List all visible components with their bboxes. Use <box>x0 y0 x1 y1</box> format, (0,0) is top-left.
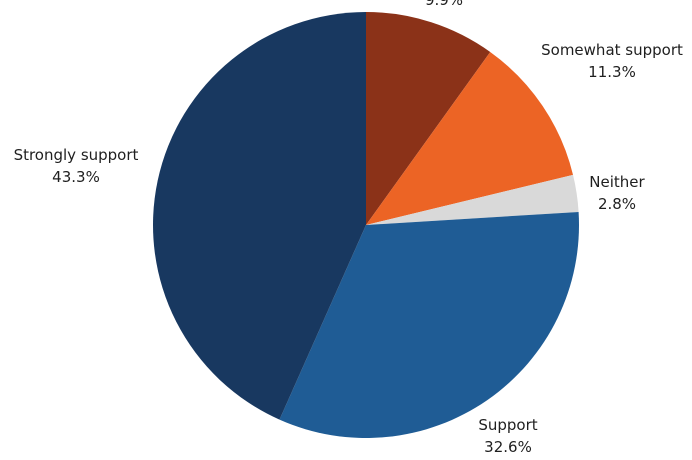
slice-value-2: 2.8% <box>598 195 636 213</box>
pie-slice-0 <box>366 12 491 225</box>
pie-slice-2 <box>366 174 579 225</box>
slice-value-3: 32.6% <box>484 438 532 456</box>
slice-label-4: Strongly support 43.3% <box>14 146 139 186</box>
pie-slice-1 <box>366 51 574 225</box>
slice-name-2: Neither <box>589 173 645 191</box>
slice-name-1: Somewhat support <box>541 41 683 59</box>
pie-slice-4 <box>153 12 366 420</box>
slice-value-4: 43.3% <box>52 168 100 186</box>
slice-label-1: Somewhat support 11.3% <box>541 41 683 81</box>
pie-labels: 9.9% Somewhat support 11.3% Neither 2.8% Supp… <box>14 0 683 456</box>
pie-slice-3 <box>279 211 580 438</box>
slice-name-3: Support <box>478 416 537 434</box>
slice-value-0: 9.9% <box>425 0 463 9</box>
slice-label-0: 9.9% <box>425 0 463 9</box>
slice-name-4: Strongly support <box>14 146 139 164</box>
pie-slices <box>153 12 580 438</box>
slice-value-1: 11.3% <box>588 63 636 81</box>
slice-label-3: Support 32.6% <box>478 416 537 456</box>
slice-label-2: Neither 2.8% <box>589 173 645 213</box>
